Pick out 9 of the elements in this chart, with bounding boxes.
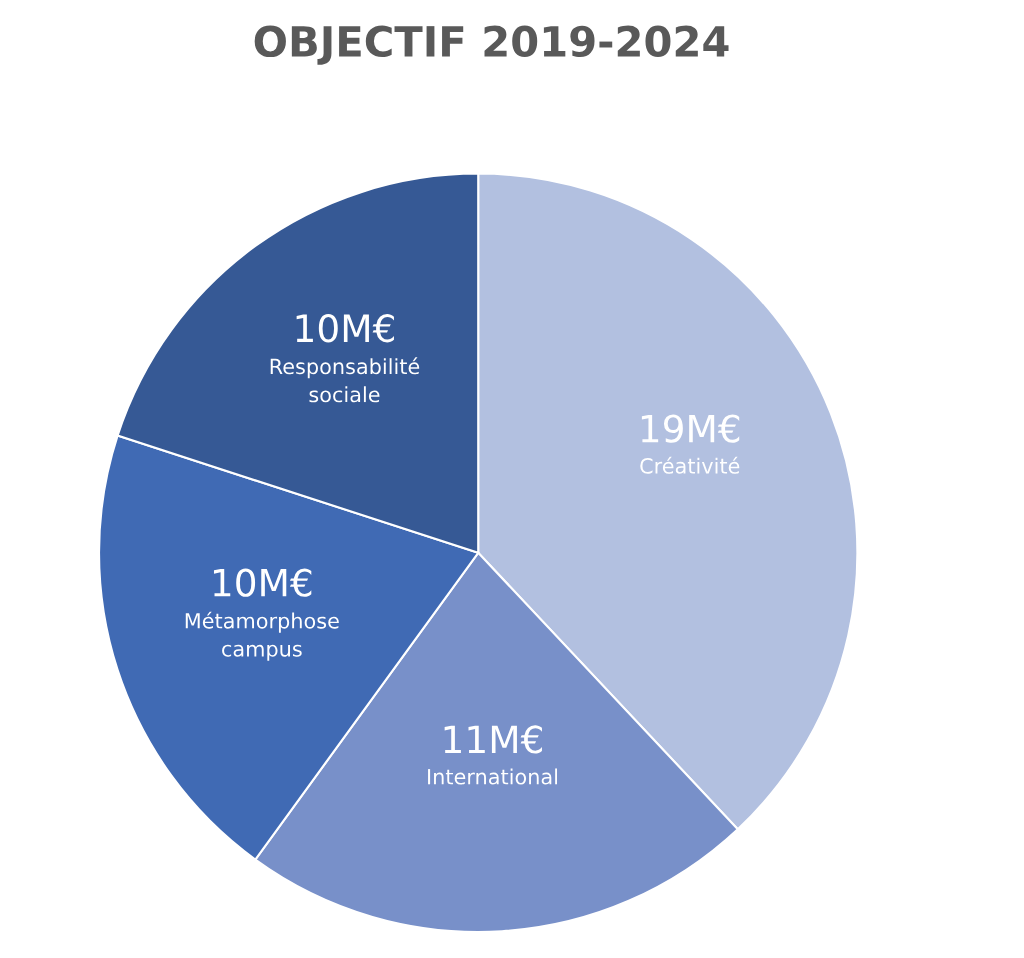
slice-label: Responsabilité sociale xyxy=(270,357,420,403)
data-label: 10M€ xyxy=(296,314,394,343)
data-label: 19M€ xyxy=(641,414,740,443)
chart-title: OBJECTIF 2019-2024 xyxy=(254,25,729,65)
data-label: 11M€ xyxy=(444,725,542,754)
slice-label: Métamorphose campus xyxy=(185,611,339,661)
data-label: 10M€ xyxy=(213,568,312,597)
slice-label: International xyxy=(428,768,558,785)
slice-label: Créativité xyxy=(640,456,740,474)
